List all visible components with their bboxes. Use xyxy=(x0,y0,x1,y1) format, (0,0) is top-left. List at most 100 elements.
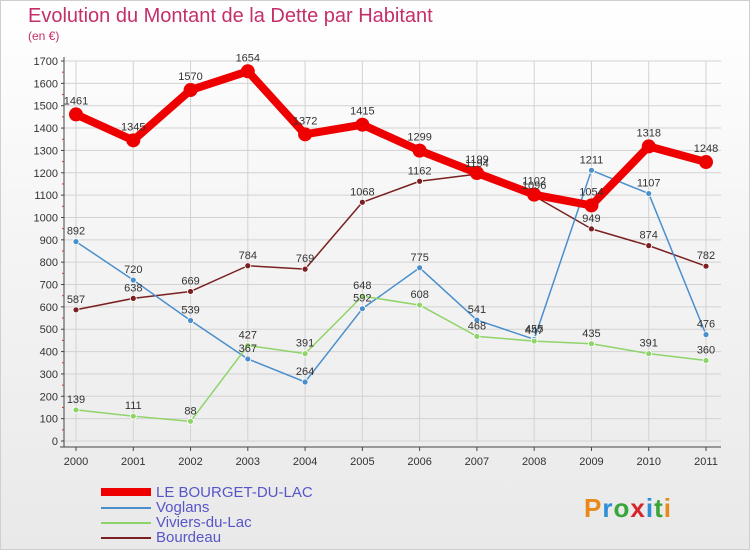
data-point-viviers-du-lac[interactable] xyxy=(358,292,366,300)
data-label-voglans: 775 xyxy=(410,252,428,264)
data-point-voglans[interactable] xyxy=(416,264,424,272)
data-point-bourdeau[interactable] xyxy=(645,242,653,250)
y-tick-label: 300 xyxy=(40,369,58,381)
data-label-viviers-du-lac: 111 xyxy=(125,400,142,412)
data-point-le-bourget-du-lac[interactable] xyxy=(126,133,141,148)
x-tick-label: 2008 xyxy=(522,456,546,468)
data-point-viviers-du-lac[interactable] xyxy=(129,412,137,420)
data-point-viviers-du-lac[interactable] xyxy=(187,417,194,425)
x-tick-label: 2004 xyxy=(293,456,317,468)
x-tick-label: 2010 xyxy=(636,456,660,468)
data-label-le-bourget-du-lac: 1654 xyxy=(236,52,260,64)
data-point-voglans[interactable] xyxy=(702,331,710,339)
legend-swatch-voglans xyxy=(101,507,151,509)
data-point-bourdeau[interactable] xyxy=(301,265,309,273)
legend-swatch-bourget xyxy=(101,488,151,496)
data-point-le-bourget-du-lac[interactable] xyxy=(355,117,370,132)
data-point-bourdeau[interactable] xyxy=(416,177,424,185)
data-label-le-bourget-du-lac: 1199 xyxy=(465,154,489,166)
legend-item-voglans[interactable]: Voglans xyxy=(101,499,331,516)
data-label-voglans: 264 xyxy=(296,366,314,378)
data-label-voglans: 455 xyxy=(525,323,543,335)
data-point-voglans[interactable] xyxy=(129,276,137,284)
data-point-voglans[interactable] xyxy=(358,305,366,313)
data-point-voglans[interactable] xyxy=(588,166,595,174)
data-point-voglans[interactable] xyxy=(244,355,252,363)
data-point-voglans[interactable] xyxy=(473,316,481,324)
chart-title: Evolution du Montant de la Dette par Hab… xyxy=(28,5,433,27)
logo-letter: r xyxy=(602,493,614,523)
data-point-voglans[interactable] xyxy=(645,190,653,197)
data-point-viviers-du-lac[interactable] xyxy=(72,406,80,414)
data-point-bourdeau[interactable] xyxy=(588,225,595,233)
y-tick-label: 1200 xyxy=(34,168,58,180)
data-label-bourdeau: 638 xyxy=(124,282,142,294)
data-label-voglans: 1107 xyxy=(637,178,661,190)
data-point-viviers-du-lac[interactable] xyxy=(645,350,653,358)
data-point-viviers-du-lac[interactable] xyxy=(588,340,595,348)
y-tick-label: 1600 xyxy=(34,78,58,90)
legend-item-bourdeau[interactable]: Bourdeau xyxy=(101,529,331,546)
y-tick-label: 1500 xyxy=(34,101,58,113)
data-point-le-bourget-du-lac[interactable] xyxy=(699,155,713,170)
data-label-le-bourget-du-lac: 1248 xyxy=(694,143,718,155)
data-point-le-bourget-du-lac[interactable] xyxy=(240,64,255,79)
data-point-viviers-du-lac[interactable] xyxy=(244,342,252,349)
data-label-bourdeau: 1096 xyxy=(522,180,546,192)
data-point-viviers-du-lac[interactable] xyxy=(702,357,710,364)
data-point-voglans[interactable] xyxy=(187,317,194,324)
data-point-le-bourget-du-lac[interactable] xyxy=(183,83,198,98)
data-label-voglans: 592 xyxy=(353,293,371,305)
y-tick-label: 400 xyxy=(40,347,58,359)
y-tick-label: 100 xyxy=(40,414,58,426)
data-label-bourdeau: 782 xyxy=(697,250,715,262)
data-label-viviers-du-lac: 139 xyxy=(67,394,85,406)
data-label-le-bourget-du-lac: 1415 xyxy=(350,106,374,118)
data-label-voglans: 539 xyxy=(181,305,199,317)
data-label-bourdeau: 587 xyxy=(67,294,85,306)
data-label-viviers-du-lac: 608 xyxy=(410,289,428,301)
data-label-voglans: 720 xyxy=(124,264,142,276)
data-label-bourdeau: 769 xyxy=(296,253,314,265)
data-point-viviers-du-lac[interactable] xyxy=(473,332,481,340)
data-label-bourdeau: 874 xyxy=(640,230,658,242)
data-point-bourdeau[interactable] xyxy=(129,294,137,302)
logo-letter: P xyxy=(584,493,603,523)
logo-letter: t xyxy=(654,493,664,523)
data-point-bourdeau[interactable] xyxy=(702,262,710,270)
data-point-le-bourget-du-lac[interactable] xyxy=(412,143,427,158)
data-point-le-bourget-du-lac[interactable] xyxy=(584,198,599,213)
data-point-voglans[interactable] xyxy=(301,378,309,386)
data-point-bourdeau[interactable] xyxy=(72,306,80,314)
data-label-viviers-du-lac: 468 xyxy=(468,320,486,332)
data-point-bourdeau[interactable] xyxy=(187,288,194,295)
logo-letter: x xyxy=(630,493,646,523)
legend-swatch-bourdeau xyxy=(101,537,151,539)
data-label-voglans: 476 xyxy=(697,319,715,331)
data-point-viviers-du-lac[interactable] xyxy=(301,350,309,358)
data-point-bourdeau[interactable] xyxy=(244,262,252,270)
data-label-voglans: 367 xyxy=(239,343,257,355)
data-point-voglans[interactable] xyxy=(72,238,80,246)
legend-item-bourget[interactable]: LE BOURGET-DU-LAC xyxy=(101,484,331,501)
data-point-le-bourget-du-lac[interactable] xyxy=(527,187,542,202)
y-tick-label: 600 xyxy=(40,302,58,314)
legend-item-viviers[interactable]: Viviers-du-Lac xyxy=(101,514,331,531)
data-point-bourdeau[interactable] xyxy=(358,198,366,206)
data-point-le-bourget-du-lac[interactable] xyxy=(69,107,83,122)
data-point-viviers-du-lac[interactable] xyxy=(416,301,424,309)
data-point-viviers-du-lac[interactable] xyxy=(530,337,538,345)
y-tick-label: 500 xyxy=(40,324,58,336)
x-tick-label: 2006 xyxy=(407,456,431,468)
data-label-bourdeau: 669 xyxy=(181,275,199,287)
data-point-le-bourget-du-lac[interactable] xyxy=(469,165,484,180)
data-label-viviers-du-lac: 88 xyxy=(184,405,196,417)
x-tick-label: 2009 xyxy=(579,456,603,468)
y-tick-label: 900 xyxy=(40,235,58,247)
data-point-le-bourget-du-lac[interactable] xyxy=(298,127,313,142)
data-label-le-bourget-du-lac: 1372 xyxy=(293,115,317,127)
x-tick-label: 2005 xyxy=(350,456,374,468)
data-point-le-bourget-du-lac[interactable] xyxy=(641,139,656,154)
